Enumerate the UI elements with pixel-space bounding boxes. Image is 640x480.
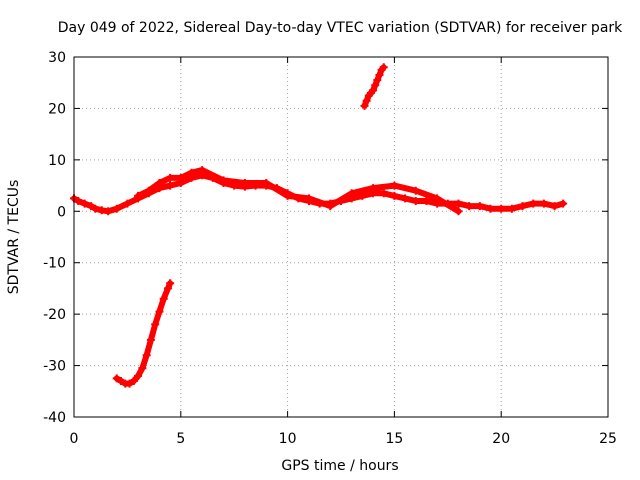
data-point <box>347 189 356 198</box>
data-point <box>166 279 175 288</box>
data-point <box>373 76 382 85</box>
x-tick-label: 25 <box>599 431 617 447</box>
data-point <box>134 371 143 380</box>
series-negative-arc <box>112 279 175 388</box>
data-point <box>125 379 134 388</box>
data-point <box>304 194 313 203</box>
data-point <box>116 377 125 385</box>
data-point <box>529 199 538 208</box>
data-series <box>70 63 568 388</box>
data-point <box>379 63 388 72</box>
plot-frame <box>73 56 609 418</box>
data-point <box>146 335 155 344</box>
x-axis-title: GPS time / hours <box>281 458 398 474</box>
data-point <box>166 173 175 182</box>
data-point <box>163 284 172 293</box>
data-point <box>155 307 164 316</box>
data-point <box>138 364 147 373</box>
data-point <box>74 197 83 205</box>
data-point <box>283 191 292 200</box>
data-point <box>497 204 506 213</box>
data-point <box>80 199 89 208</box>
data-point <box>369 86 378 95</box>
data-point <box>369 184 378 193</box>
data-point <box>87 202 96 211</box>
data-point <box>475 202 484 211</box>
data-point <box>219 176 228 185</box>
y-tick-label: -40 <box>43 410 66 426</box>
data-point <box>411 186 420 195</box>
data-point <box>166 181 175 190</box>
data-point <box>151 320 160 329</box>
data-point <box>326 202 335 211</box>
data-point <box>422 197 431 205</box>
data-point <box>91 204 100 213</box>
y-tick-label: 30 <box>48 50 66 66</box>
data-point <box>360 101 369 110</box>
x-tick-label: 10 <box>279 431 297 447</box>
y-axis-title: SDTVAR / TECUs <box>6 180 22 295</box>
data-point <box>129 377 138 385</box>
data-point <box>454 207 463 216</box>
y-tick-labels: -40 -30 -20 -10 0 10 20 30 <box>43 50 66 426</box>
series-secondary-band <box>134 166 463 216</box>
data-point <box>142 351 151 360</box>
data-point <box>465 202 474 211</box>
data-point <box>198 166 207 175</box>
data-point <box>112 374 121 383</box>
data-point <box>134 191 143 200</box>
y-tick-label: 0 <box>57 204 66 220</box>
data-point <box>176 173 185 182</box>
data-point <box>112 204 121 213</box>
series-line <box>135 167 462 215</box>
data-point <box>123 199 132 208</box>
series-line <box>361 64 387 109</box>
data-point <box>240 179 249 187</box>
data-point <box>375 71 384 79</box>
data-point <box>155 179 164 187</box>
data-point <box>97 206 106 215</box>
data-point <box>187 168 196 177</box>
x-tick-label: 15 <box>385 431 403 447</box>
data-point <box>159 294 168 303</box>
data-point <box>539 199 548 208</box>
y-tick-label: -30 <box>43 359 66 375</box>
x-tick-label: 5 <box>176 431 185 447</box>
data-point <box>518 202 527 211</box>
data-point <box>390 191 399 200</box>
data-point <box>362 96 371 105</box>
data-point <box>454 199 463 208</box>
data-point <box>371 81 380 90</box>
data-point <box>486 204 495 213</box>
axis-ticks <box>73 56 609 418</box>
data-point <box>390 181 399 190</box>
chart-title: Day 049 of 2022, Sidereal Day-to-day VTE… <box>58 20 623 36</box>
data-point <box>379 189 388 198</box>
series-upper-segment <box>360 63 388 110</box>
data-point <box>144 186 153 195</box>
x-tick-label: 20 <box>492 431 510 447</box>
data-point <box>550 202 559 211</box>
y-tick-label: -10 <box>43 256 66 272</box>
data-point <box>104 207 113 216</box>
data-point <box>262 179 271 187</box>
data-point <box>507 204 516 213</box>
data-point <box>433 194 442 203</box>
data-point <box>411 197 420 205</box>
data-point <box>401 194 410 203</box>
y-tick-label: 10 <box>48 153 66 169</box>
y-tick-label: 20 <box>48 101 66 117</box>
y-tick-label: -20 <box>43 307 66 323</box>
x-tick-label: 0 <box>70 431 79 447</box>
data-point <box>559 199 568 208</box>
grid-lines <box>74 57 608 417</box>
x-tick-labels: 0 5 10 15 20 25 <box>70 431 617 447</box>
